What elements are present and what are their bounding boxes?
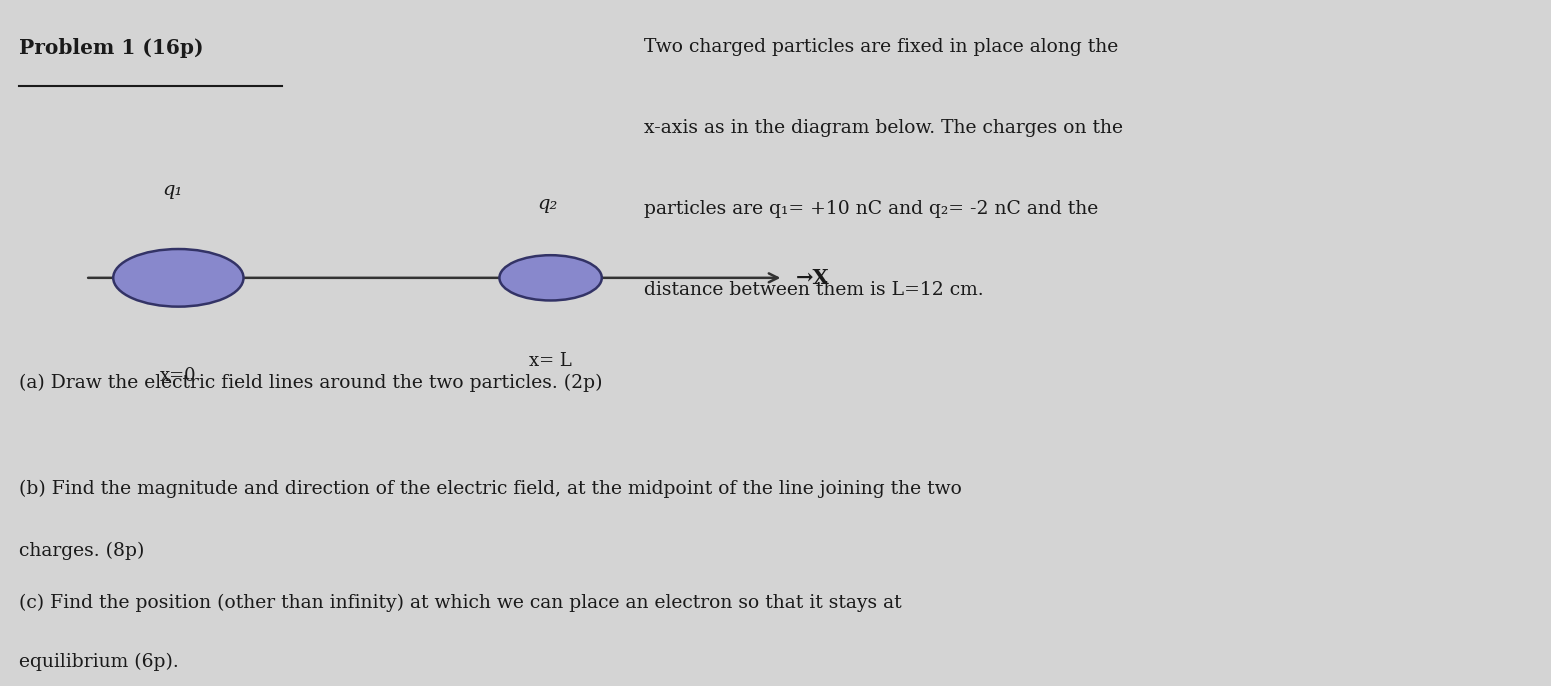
Text: x= L: x= L [529,352,572,370]
Text: q₁: q₁ [161,181,183,199]
Text: x=0: x=0 [160,367,197,385]
Text: equilibrium (6p).: equilibrium (6p). [19,653,178,672]
Text: Problem 1 (16p): Problem 1 (16p) [19,38,203,58]
Text: charges. (8p): charges. (8p) [19,542,144,560]
Text: (c) Find the position (other than infinity) at which we can place an electron so: (c) Find the position (other than infini… [19,593,901,612]
Text: →X: →X [796,268,830,288]
Text: q₂: q₂ [537,195,558,213]
Text: (b) Find the magnitude and direction of the electric field, at the midpoint of t: (b) Find the magnitude and direction of … [19,480,962,499]
Text: (a) Draw the electric field lines around the two particles. (2p): (a) Draw the electric field lines around… [19,374,602,392]
Text: Two charged particles are fixed in place along the: Two charged particles are fixed in place… [644,38,1118,56]
Text: particles are q₁= +10 nC and q₂= -2 nC and the: particles are q₁= +10 nC and q₂= -2 nC a… [644,200,1098,217]
Circle shape [499,255,602,300]
Text: distance between them is L=12 cm.: distance between them is L=12 cm. [644,281,983,298]
Circle shape [113,249,244,307]
Text: x-axis as in the diagram below. The charges on the: x-axis as in the diagram below. The char… [644,119,1123,137]
